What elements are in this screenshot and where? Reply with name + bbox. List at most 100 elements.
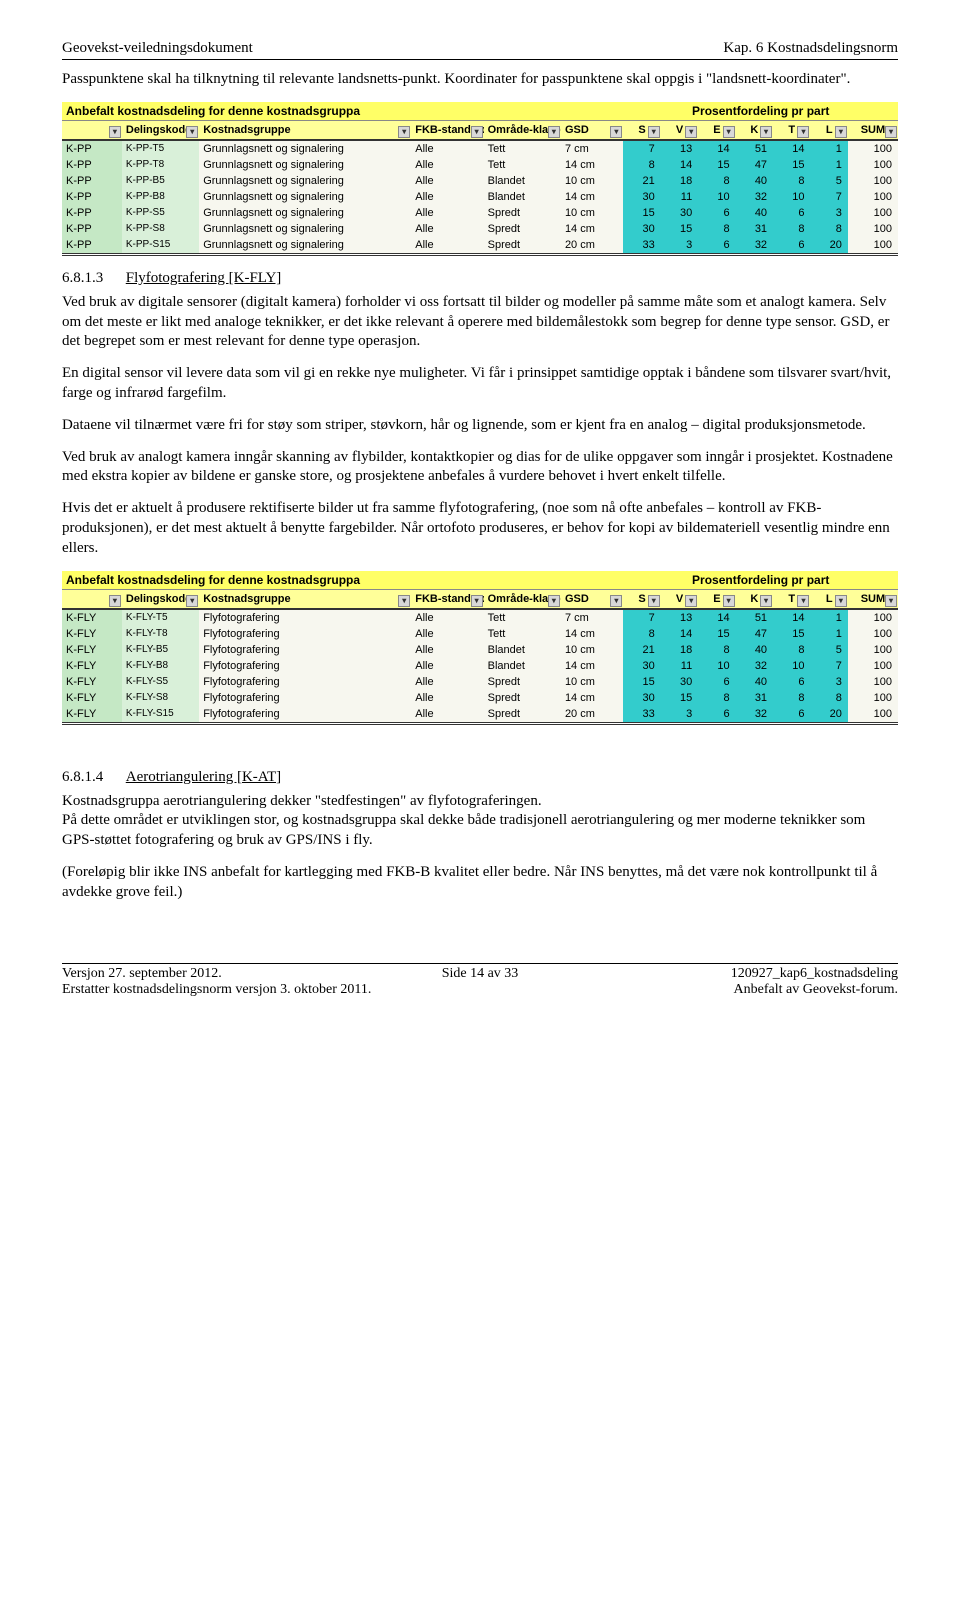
cell: 100 [848,626,898,642]
dropdown-icon[interactable]: ▾ [471,595,483,607]
dropdown-icon[interactable]: ▾ [398,126,410,138]
cell: Spredt [484,237,561,255]
cell: 31 [736,221,773,237]
cell: Flyfotografering [199,642,411,658]
dropdown-icon[interactable]: ▾ [548,595,560,607]
cell: Alle [411,157,483,173]
cell: K-FLY-B5 [122,642,199,658]
column-header[interactable]: GSD▾ [561,589,623,609]
column-header[interactable]: K▾ [736,120,773,140]
dropdown-icon[interactable]: ▾ [398,595,410,607]
header-left: Geovekst-veiledningsdokument [62,40,253,57]
cell: 14 cm [561,157,623,173]
cell: Grunnlagsnett og signalering [199,189,411,205]
dropdown-icon[interactable]: ▾ [723,595,735,607]
column-header[interactable]: T▾ [773,589,810,609]
cell: Grunnlagsnett og signalering [199,157,411,173]
cell: Grunnlagsnett og signalering [199,173,411,189]
cell: 8 [773,642,810,658]
column-header[interactable]: V▾ [661,589,698,609]
table-row: K-FLYK-FLY-T8FlyfotograferingAlleTett14 … [62,626,898,642]
column-header[interactable]: T▾ [773,120,810,140]
cell: 33 [623,706,660,724]
cell: K-PP-S5 [122,205,199,221]
table-title-right: Prosentfordeling pr part [623,102,898,121]
cell: 8 [623,626,660,642]
header-rule [62,59,898,60]
dropdown-icon[interactable]: ▾ [548,126,560,138]
dropdown-icon[interactable]: ▾ [835,595,847,607]
dropdown-icon[interactable]: ▾ [685,595,697,607]
cell: Alle [411,173,483,189]
cell: 13 [661,140,698,157]
cell: 100 [848,674,898,690]
cell: K-FLY-B8 [122,658,199,674]
cell: Spredt [484,690,561,706]
column-header[interactable]: Delingskode▾ [122,120,199,140]
column-header[interactable]: Område-klasse▾ [484,589,561,609]
column-header[interactable]: K▾ [736,589,773,609]
column-header[interactable]: SUM▾ [848,589,898,609]
cell: 18 [661,173,698,189]
cell: Flyfotografering [199,626,411,642]
dropdown-icon[interactable]: ▾ [648,595,660,607]
table-title-right: Prosentfordeling pr part [623,571,898,590]
column-header[interactable]: SUM▾ [848,120,898,140]
dropdown-icon[interactable]: ▾ [760,595,772,607]
cell: 47 [736,157,773,173]
column-header[interactable]: L▾ [810,589,847,609]
dropdown-icon[interactable]: ▾ [471,126,483,138]
column-header[interactable]: ▾ [62,120,122,140]
cell: 15 [623,205,660,221]
cell: 15 [623,674,660,690]
dropdown-icon[interactable]: ▾ [186,595,198,607]
column-header[interactable]: L▾ [810,120,847,140]
cell: 100 [848,658,898,674]
column-header[interactable]: S▾ [623,120,660,140]
intro-paragraph: Passpunktene skal ha tilknytning til rel… [62,70,898,90]
cell: 100 [848,237,898,255]
column-header[interactable]: Kostnadsgruppe▾ [199,589,411,609]
column-header[interactable]: ▾ [62,589,122,609]
column-header[interactable]: Kostnadsgruppe▾ [199,120,411,140]
dropdown-icon[interactable]: ▾ [685,126,697,138]
cell: 14 cm [561,626,623,642]
dropdown-icon[interactable]: ▾ [186,126,198,138]
cell: Grunnlagsnett og signalering [199,140,411,157]
dropdown-icon[interactable]: ▾ [109,595,121,607]
dropdown-icon[interactable]: ▾ [723,126,735,138]
cell: K-PP-B5 [122,173,199,189]
body-paragraph: Kostnadsgruppa aerotriangulering dekker … [62,792,898,812]
cell: 14 [773,609,810,626]
dropdown-icon[interactable]: ▾ [885,595,897,607]
column-header[interactable]: Delingskode▾ [122,589,199,609]
column-header[interactable]: S▾ [623,589,660,609]
dropdown-icon[interactable]: ▾ [648,126,660,138]
dropdown-icon[interactable]: ▾ [797,595,809,607]
cell: K-PP [62,189,122,205]
cell: Alle [411,658,483,674]
cell: 7 [810,189,847,205]
column-header[interactable]: E▾ [698,589,735,609]
dropdown-icon[interactable]: ▾ [760,126,772,138]
column-header[interactable]: V▾ [661,120,698,140]
dropdown-icon[interactable]: ▾ [885,126,897,138]
table-row: K-PPK-PP-T5Grunnlagsnett og signaleringA… [62,140,898,157]
cell: 1 [810,157,847,173]
column-header[interactable]: Område-klasse▾ [484,120,561,140]
column-header[interactable]: FKB-standard▾ [411,120,483,140]
cell: 10 cm [561,642,623,658]
cell: 1 [810,609,847,626]
cell: 10 [773,189,810,205]
dropdown-icon[interactable]: ▾ [109,126,121,138]
cell: 40 [736,674,773,690]
dropdown-icon[interactable]: ▾ [835,126,847,138]
cell: 3 [661,237,698,255]
dropdown-icon[interactable]: ▾ [610,126,622,138]
column-header[interactable]: FKB-standard▾ [411,589,483,609]
column-header[interactable]: GSD▾ [561,120,623,140]
dropdown-icon[interactable]: ▾ [610,595,622,607]
cell: 10 [698,658,735,674]
column-header[interactable]: E▾ [698,120,735,140]
dropdown-icon[interactable]: ▾ [797,126,809,138]
